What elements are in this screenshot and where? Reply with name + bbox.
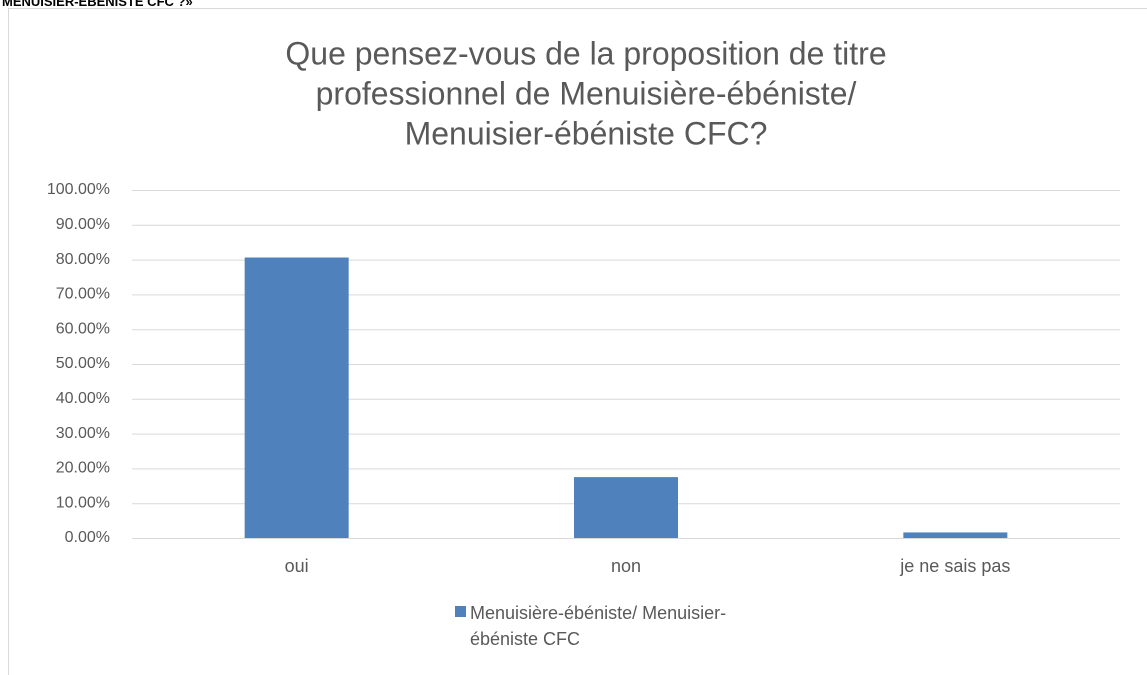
chart-title: Menuisier-ébéniste CFC?	[405, 115, 768, 151]
y-tick-label: 0.00%	[65, 529, 110, 546]
y-tick-label: 10.00%	[56, 494, 110, 511]
chart-frame	[8, 8, 1147, 675]
bar	[903, 532, 1008, 538]
y-tick-label: 60.00%	[56, 320, 110, 337]
legend-label: Menuisière-ébéniste/ Menuisier-ébéniste …	[470, 603, 727, 649]
caption: MENUISIER-ÉBÉNISTE CFC ?»	[2, 0, 193, 9]
chart-title: Que pensez-vous de la proposition de tit…	[285, 35, 886, 71]
y-tick-label: 40.00%	[56, 390, 110, 407]
bar	[244, 257, 349, 538]
y-tick-label: 30.00%	[56, 425, 110, 442]
chart-title: professionnel de Menuisière-ébéniste/	[316, 75, 857, 111]
y-tick-label: 50.00%	[56, 355, 110, 372]
legend-swatch	[455, 606, 466, 617]
y-tick-label: 80.00%	[56, 251, 110, 268]
bar	[574, 477, 678, 538]
x-tick-label: je ne sais pas	[899, 556, 1010, 576]
y-tick-label: 90.00%	[56, 216, 110, 233]
y-tick-label: 100.00%	[47, 181, 110, 198]
y-tick-label: 20.00%	[56, 460, 110, 477]
x-tick-label: oui	[285, 556, 309, 576]
x-tick-label: non	[611, 556, 641, 576]
y-tick-label: 70.00%	[56, 286, 110, 303]
